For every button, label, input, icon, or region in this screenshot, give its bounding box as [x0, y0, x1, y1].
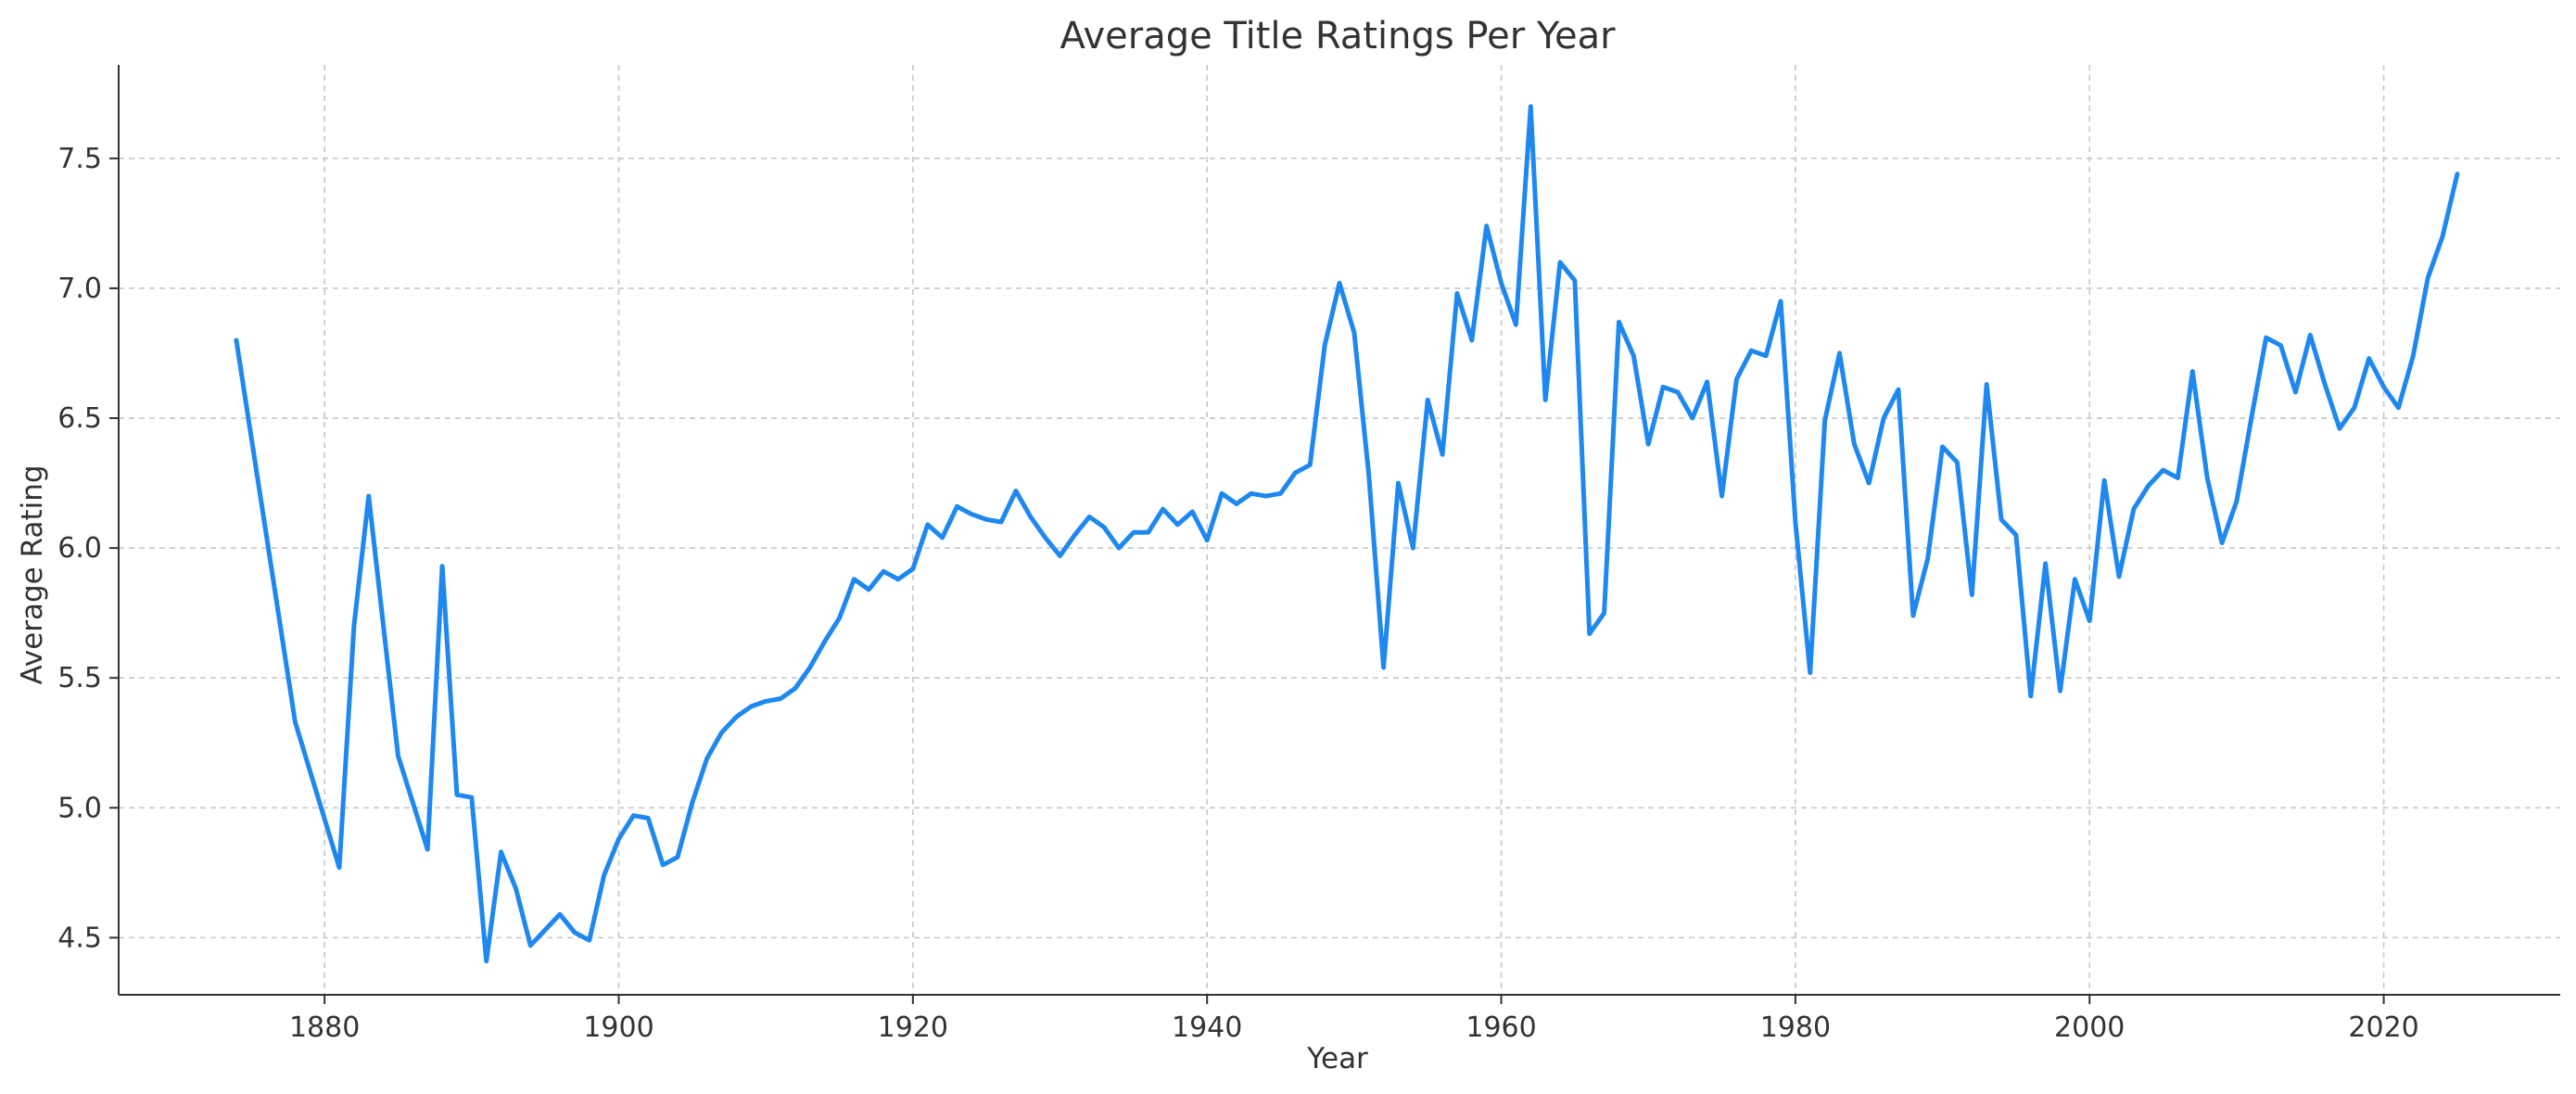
x-tick-label: 1980 — [1760, 1011, 1831, 1044]
x-tick-label: 1900 — [583, 1011, 654, 1044]
y-tick-label: 7.5 — [57, 143, 102, 175]
y-tick-label: 4.5 — [57, 922, 102, 954]
series-layer — [234, 104, 2460, 964]
grid-layer — [119, 65, 2560, 995]
x-tick-label: 1960 — [1466, 1011, 1536, 1044]
x-tick-label: 1920 — [878, 1011, 948, 1044]
x-tick-label: 2000 — [2054, 1011, 2125, 1044]
y-tick-label: 6.5 — [57, 402, 102, 435]
y-tick-label: 7.0 — [57, 273, 102, 305]
axes-spines — [118, 65, 2560, 996]
x-axis-label: Year — [1306, 1042, 1368, 1075]
x-tick-label: 1880 — [289, 1011, 360, 1044]
series-line — [234, 104, 2460, 964]
y-axis-label: Average Rating — [16, 464, 49, 684]
y-tick-label: 6.0 — [57, 532, 102, 565]
chart-title: Average Title Ratings Per Year — [1060, 15, 1616, 57]
y-tick-label: 5.5 — [57, 662, 102, 694]
axis-ticks: 1880 1900 1920 1940 1960 1980 2000 2020 4.5 5.0 5.… — [57, 143, 2418, 1044]
x-tick-label: 1940 — [1172, 1011, 1242, 1044]
x-tick-label: 2020 — [2348, 1011, 2418, 1044]
y-tick-label: 5.0 — [57, 792, 102, 824]
